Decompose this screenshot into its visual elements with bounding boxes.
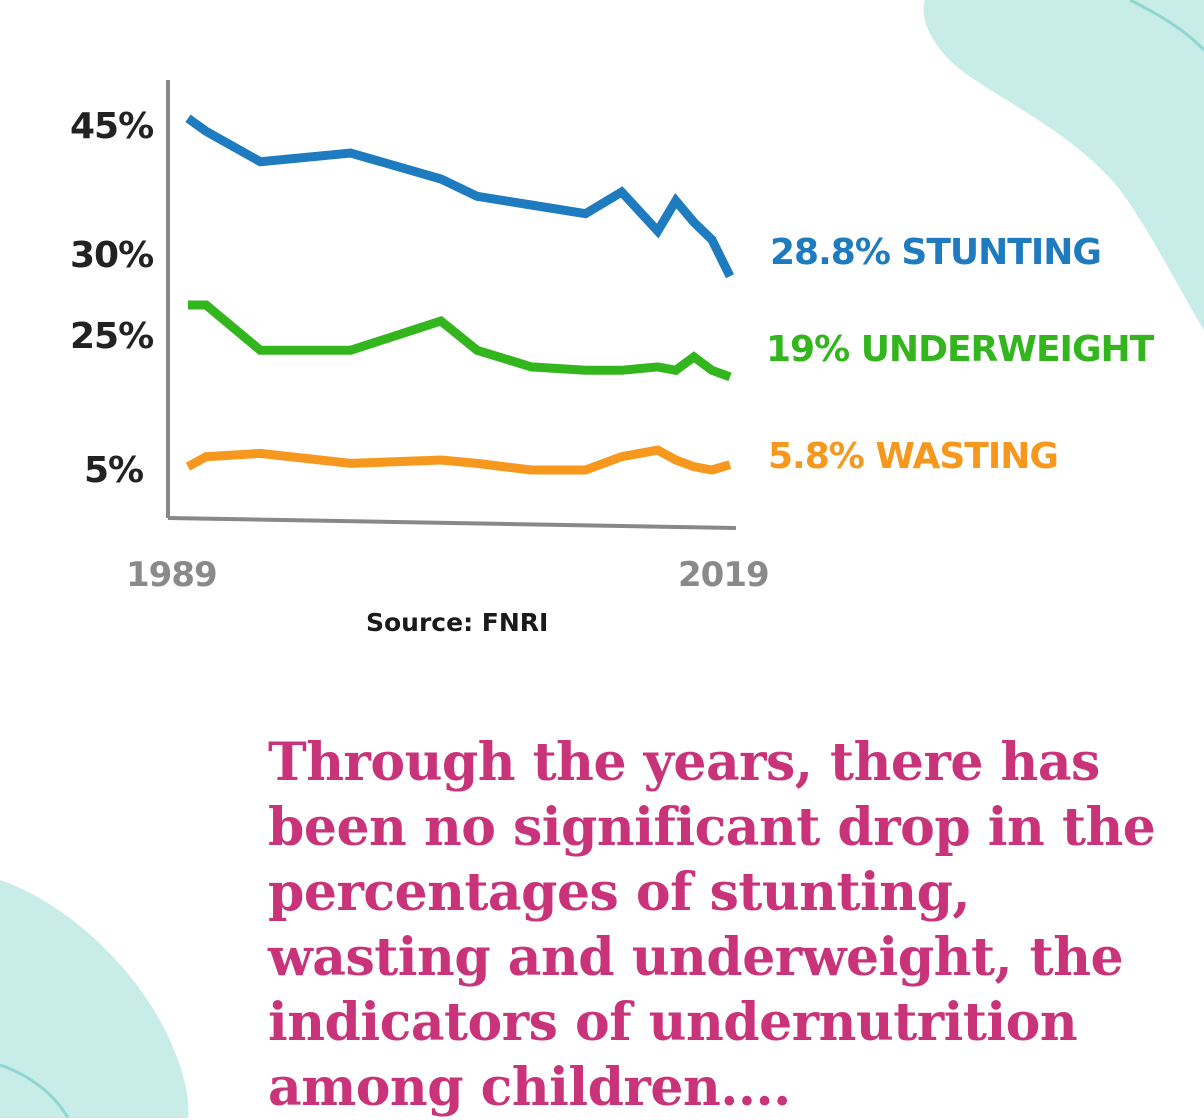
top-right-wave-line: [1129, 0, 1204, 52]
caption-text: Through the years, there has been no sig…: [268, 732, 1156, 1118]
series-line-underweight: [188, 300, 732, 382]
y-tick-label: 30%: [70, 235, 154, 276]
x-tick-label: 2019: [678, 555, 770, 595]
y-tick-label: 45%: [70, 106, 154, 147]
x-axis: [167, 516, 737, 530]
series-label-wasting: 5.8% WASTING: [768, 436, 1059, 477]
series-label-underweight: 19% UNDERWEIGHT: [766, 329, 1154, 370]
y-tick-label: 25%: [70, 316, 154, 357]
y-tick-label: 5%: [84, 450, 144, 491]
series-line-stunting: [185, 114, 735, 279]
bottom-left-blob: [0, 880, 189, 1118]
series-label-stunting: 28.8% STUNTING: [770, 232, 1102, 273]
chart-source: Source: FNRI: [366, 608, 549, 637]
x-tick-label: 1989: [126, 555, 218, 595]
series-line-wasting: [185, 445, 732, 475]
bottom-left-wave-line: [0, 1063, 70, 1118]
top-right-blob: [923, 0, 1204, 330]
